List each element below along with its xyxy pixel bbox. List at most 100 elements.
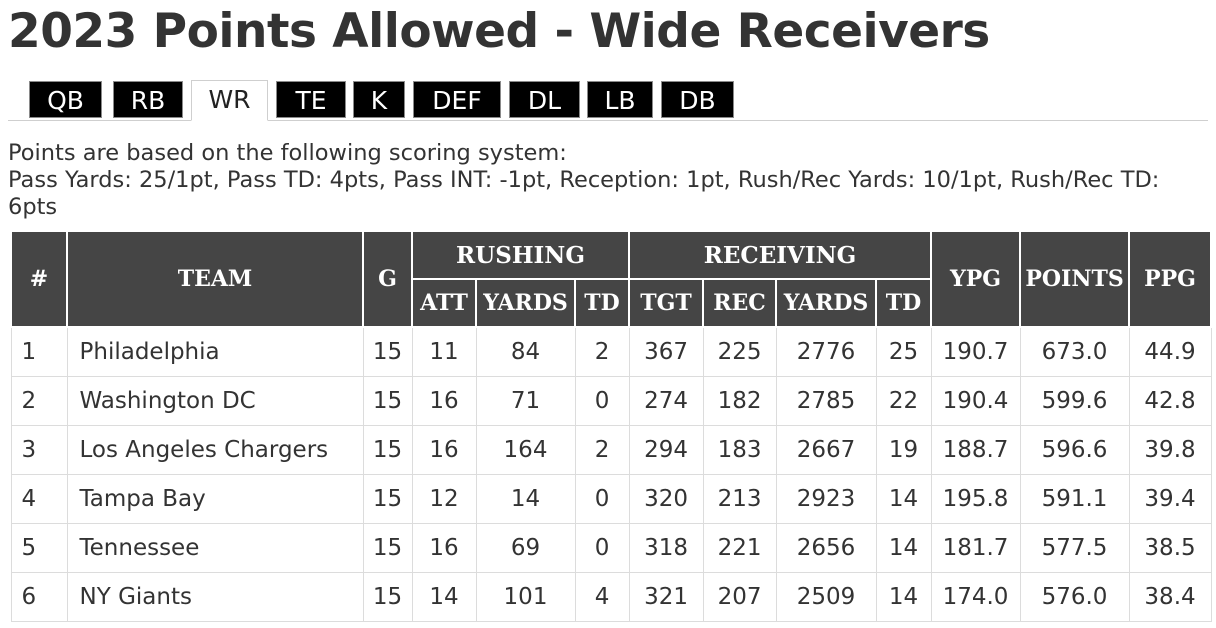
cell-rush-td: 0 bbox=[574, 376, 630, 426]
cell-games: 15 bbox=[362, 523, 413, 573]
cell-rec-rec: 221 bbox=[702, 523, 777, 573]
cell-rank: 3 bbox=[10, 425, 68, 475]
col-header-rush-td[interactable]: TD bbox=[573, 278, 631, 328]
table-row: 4 Tampa Bay 15 12 14 0 320 213 2923 14 1… bbox=[10, 474, 1212, 524]
cell-rush-att: 16 bbox=[411, 523, 477, 573]
tab-te[interactable]: TE bbox=[276, 81, 346, 118]
cell-rank: 1 bbox=[10, 326, 68, 377]
tab-wr[interactable]: WR bbox=[191, 80, 268, 121]
cell-rush-td: 2 bbox=[574, 326, 630, 377]
cell-team: Tampa Bay bbox=[66, 474, 364, 524]
cell-rush-td: 2 bbox=[574, 425, 630, 475]
cell-rush-att: 12 bbox=[411, 474, 477, 524]
table-row: 1 Philadelphia 15 11 84 2 367 225 2776 2… bbox=[10, 326, 1212, 377]
cell-rec-yards: 2923 bbox=[775, 474, 877, 524]
cell-games: 15 bbox=[362, 326, 413, 377]
cell-rec-yards: 2509 bbox=[775, 572, 877, 622]
cell-points: 591.1 bbox=[1019, 474, 1130, 524]
cell-rec-rec: 225 bbox=[702, 326, 777, 377]
cell-rank: 4 bbox=[10, 474, 68, 524]
cell-rank: 2 bbox=[10, 376, 68, 426]
cell-rec-td: 14 bbox=[875, 523, 932, 573]
page-title: 2023 Points Allowed - Wide Receivers bbox=[8, 4, 990, 59]
cell-rush-yards: 71 bbox=[475, 376, 576, 426]
col-header-rec-rec[interactable]: REC bbox=[702, 278, 778, 328]
cell-rec-td: 14 bbox=[875, 572, 932, 622]
cell-rush-yards: 101 bbox=[475, 572, 576, 622]
cell-rush-yards: 14 bbox=[475, 474, 576, 524]
col-header-rank[interactable]: # bbox=[10, 230, 68, 328]
cell-rec-yards: 2785 bbox=[775, 376, 877, 426]
tab-rb[interactable]: RB bbox=[113, 81, 183, 118]
cell-rec-tgt: 318 bbox=[628, 523, 704, 573]
cell-ppg: 39.4 bbox=[1128, 474, 1212, 524]
cell-rec-tgt: 367 bbox=[628, 326, 704, 377]
cell-rec-yards: 2656 bbox=[775, 523, 877, 573]
group-header-rushing: RUSHING bbox=[410, 230, 631, 280]
cell-rush-att: 11 bbox=[411, 326, 477, 377]
cell-rec-td: 22 bbox=[875, 376, 932, 426]
tab-dl[interactable]: DL bbox=[509, 81, 580, 118]
col-header-ypg[interactable]: YPG bbox=[930, 230, 1022, 328]
cell-team: Philadelphia bbox=[66, 326, 364, 377]
position-tabs: QB RB WR TE K DEF DL LB DB bbox=[8, 80, 1208, 121]
table-row: 3 Los Angeles Chargers 15 16 164 2 294 1… bbox=[10, 425, 1212, 475]
tab-qb[interactable]: QB bbox=[29, 81, 102, 118]
cell-rec-tgt: 320 bbox=[628, 474, 704, 524]
cell-ppg: 42.8 bbox=[1128, 376, 1212, 426]
cell-points: 576.0 bbox=[1019, 572, 1130, 622]
cell-rec-tgt: 321 bbox=[628, 572, 704, 622]
cell-ppg: 38.4 bbox=[1128, 572, 1212, 622]
table-row: 6 NY Giants 15 14 101 4 321 207 2509 14 … bbox=[10, 572, 1212, 622]
cell-rec-rec: 182 bbox=[702, 376, 777, 426]
cell-team: NY Giants bbox=[66, 572, 364, 622]
cell-rush-td: 0 bbox=[574, 474, 630, 524]
tab-k[interactable]: K bbox=[353, 81, 405, 118]
cell-points: 673.0 bbox=[1019, 326, 1130, 377]
col-header-rec-td[interactable]: TD bbox=[875, 278, 933, 328]
col-header-rec-yards[interactable]: YARDS bbox=[775, 278, 878, 328]
scoring-rules: Pass Yards: 25/1pt, Pass TD: 4pts, Pass … bbox=[8, 167, 1160, 220]
cell-rank: 6 bbox=[10, 572, 68, 622]
cell-games: 15 bbox=[362, 376, 413, 426]
cell-ppg: 38.5 bbox=[1128, 523, 1212, 573]
cell-team: Washington DC bbox=[66, 376, 364, 426]
tab-lb[interactable]: LB bbox=[587, 81, 653, 118]
cell-rec-rec: 213 bbox=[702, 474, 777, 524]
cell-points: 577.5 bbox=[1019, 523, 1130, 573]
tab-db[interactable]: DB bbox=[661, 81, 734, 118]
cell-rush-yards: 164 bbox=[475, 425, 576, 475]
col-header-ppg[interactable]: PPG bbox=[1128, 230, 1213, 328]
cell-rush-att: 16 bbox=[411, 425, 477, 475]
cell-team: Tennessee bbox=[66, 523, 364, 573]
cell-points: 599.6 bbox=[1019, 376, 1130, 426]
col-header-team[interactable]: TEAM bbox=[66, 230, 364, 328]
cell-rush-td: 4 bbox=[574, 572, 630, 622]
cell-rec-rec: 183 bbox=[702, 425, 777, 475]
col-header-rec-tgt[interactable]: TGT bbox=[628, 278, 705, 328]
col-header-games[interactable]: G bbox=[362, 230, 413, 328]
cell-rec-tgt: 274 bbox=[628, 376, 704, 426]
col-header-points[interactable]: POINTS bbox=[1019, 230, 1131, 328]
cell-rec-yards: 2667 bbox=[775, 425, 877, 475]
cell-ppg: 44.9 bbox=[1128, 326, 1212, 377]
tab-def[interactable]: DEF bbox=[413, 81, 501, 118]
cell-rec-td: 25 bbox=[875, 326, 932, 377]
cell-games: 15 bbox=[362, 474, 413, 524]
cell-rec-tgt: 294 bbox=[628, 425, 704, 475]
col-header-rush-att[interactable]: ATT bbox=[411, 278, 477, 328]
cell-rec-td: 14 bbox=[875, 474, 932, 524]
cell-rush-att: 16 bbox=[411, 376, 477, 426]
cell-ypg: 190.4 bbox=[930, 376, 1021, 426]
stats-table: # TEAM G RUSHING RECEIVING YPG POINTS PP… bbox=[10, 230, 1213, 622]
col-header-rush-yards[interactable]: YARDS bbox=[475, 278, 576, 328]
cell-ypg: 188.7 bbox=[930, 425, 1021, 475]
cell-rush-att: 14 bbox=[411, 572, 477, 622]
cell-rush-yards: 84 bbox=[475, 326, 576, 377]
cell-ypg: 181.7 bbox=[930, 523, 1021, 573]
scoring-intro: Points are based on the following scorin… bbox=[8, 140, 567, 166]
cell-games: 15 bbox=[362, 425, 413, 475]
cell-rec-td: 19 bbox=[875, 425, 932, 475]
cell-ypg: 195.8 bbox=[930, 474, 1021, 524]
